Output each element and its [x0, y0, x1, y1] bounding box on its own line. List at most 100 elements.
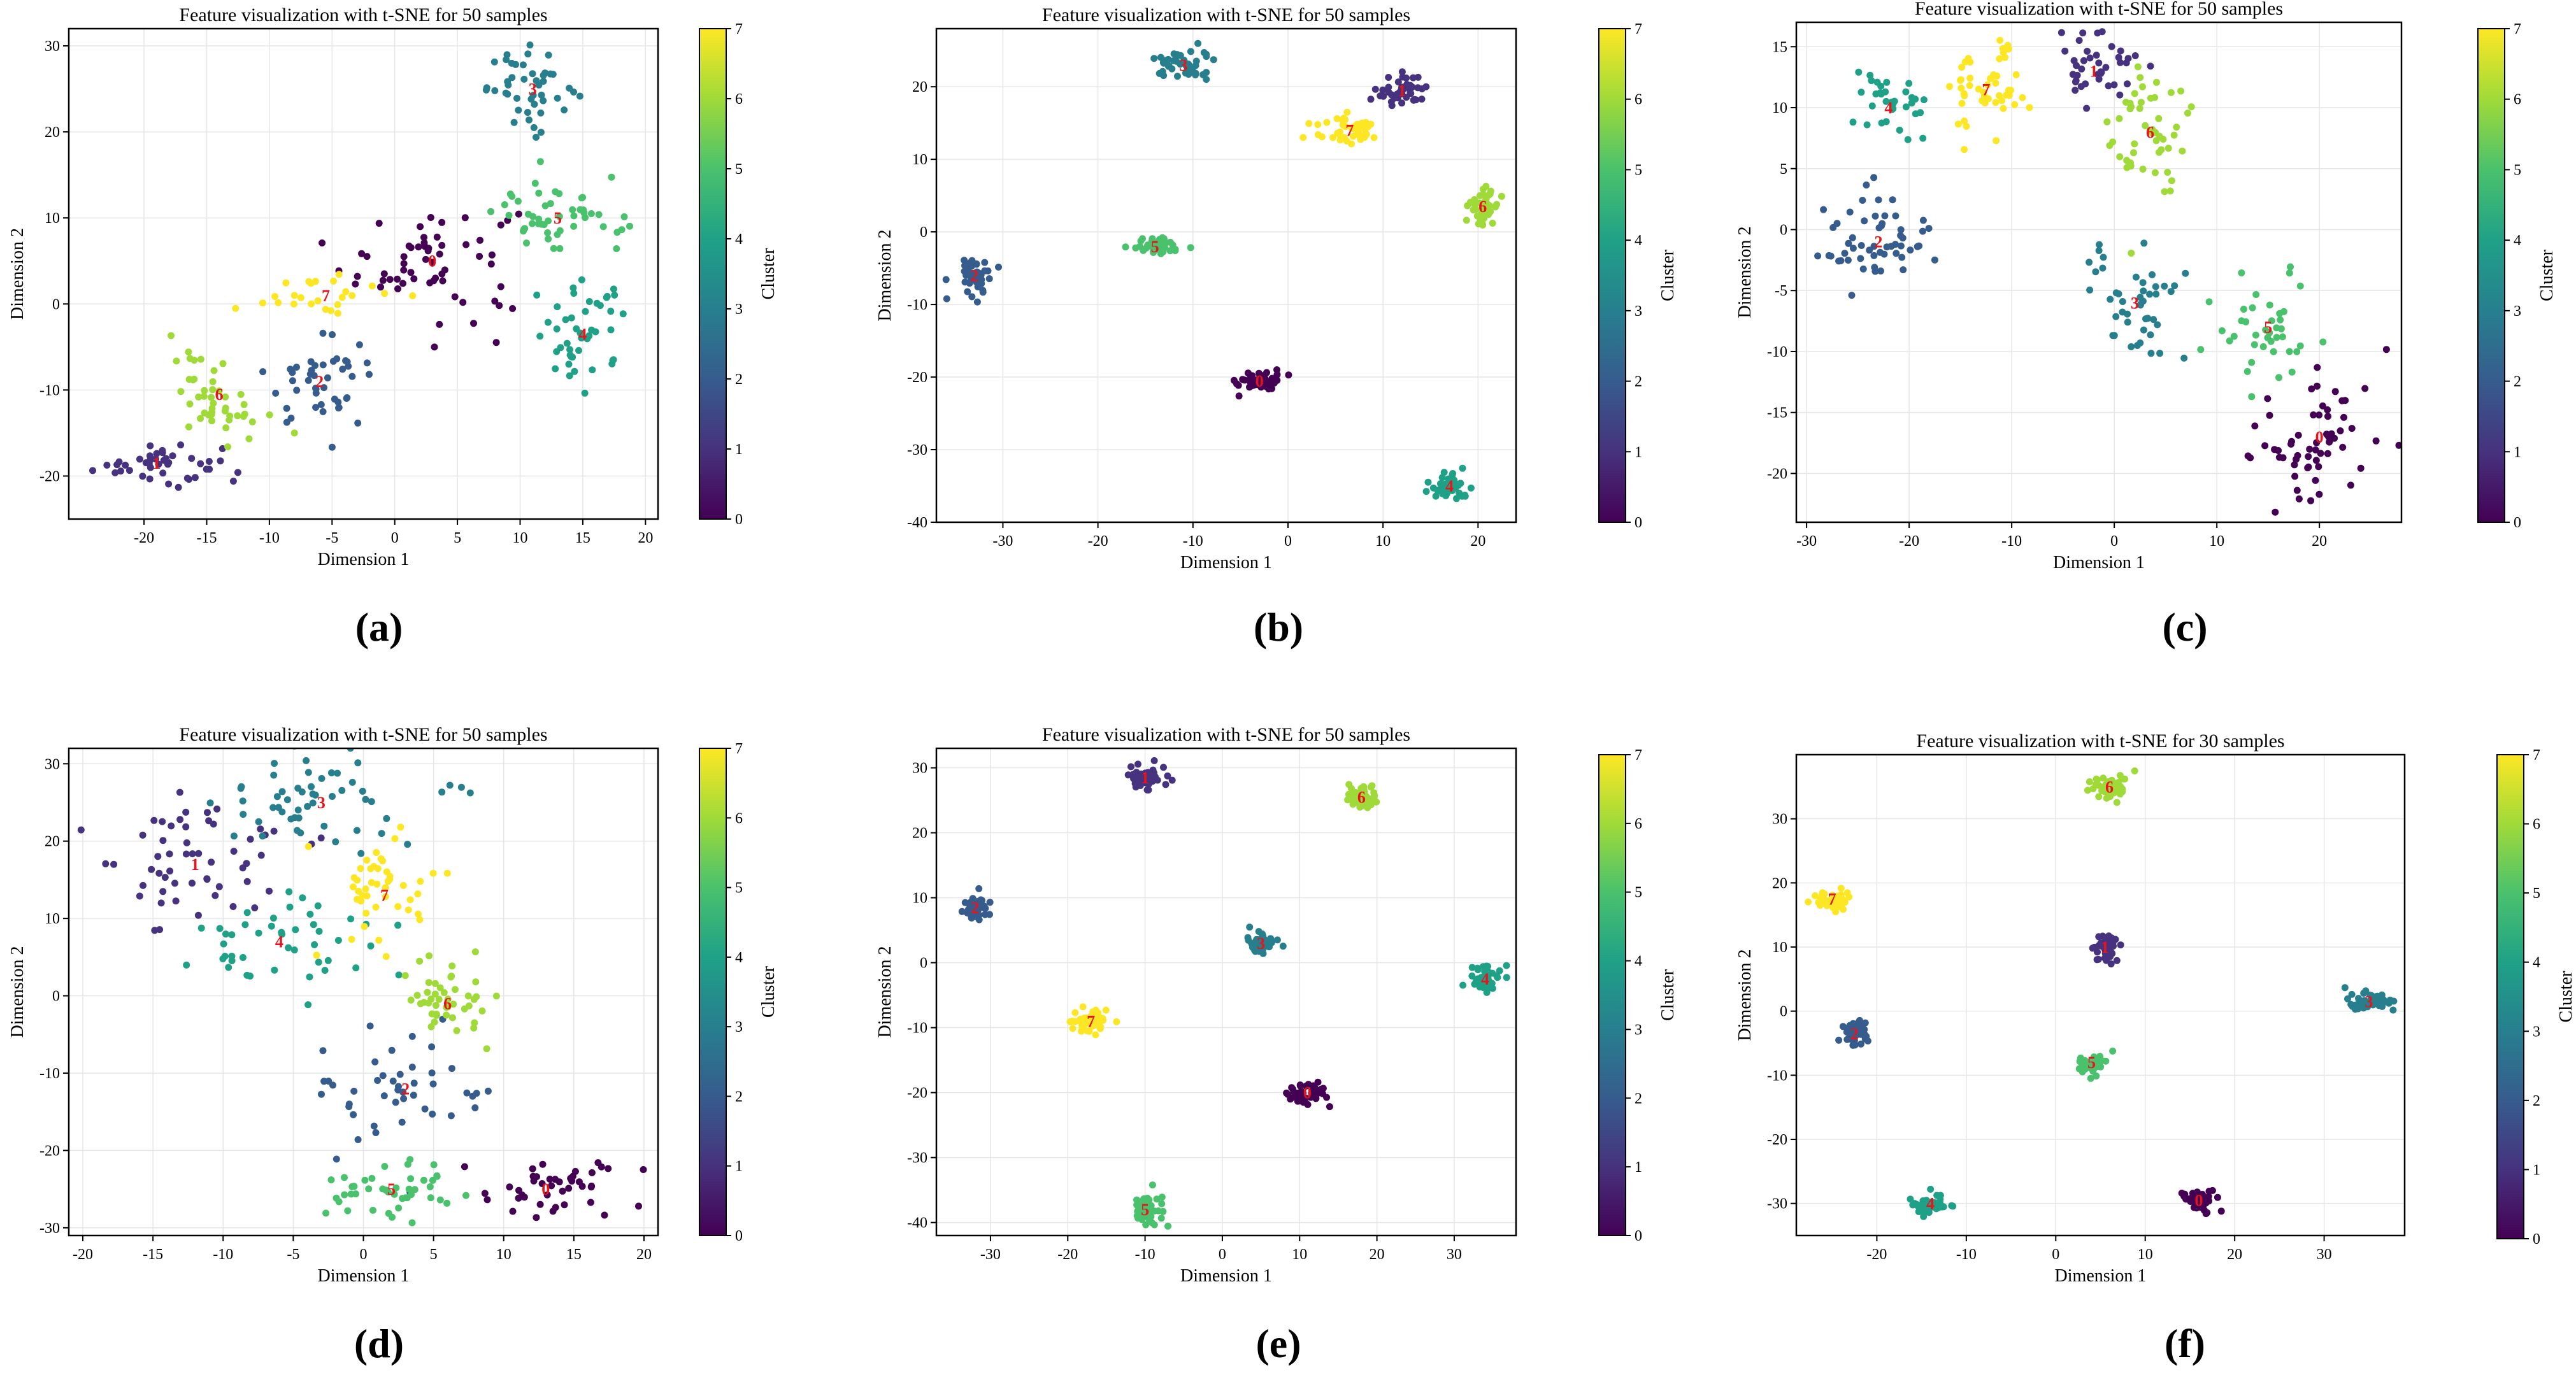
scatter-point-cluster-2	[981, 911, 989, 918]
scatter-point-cluster-2	[1892, 241, 1899, 248]
scatter-point-cluster-0	[1273, 371, 1281, 378]
scatter-point-cluster-0	[555, 1178, 563, 1186]
scatter-point-cluster-0	[2305, 463, 2312, 471]
x-tick-label: -30	[1796, 533, 1817, 550]
cluster-label-1: 1	[152, 454, 161, 473]
scatter-point-cluster-5	[608, 173, 615, 181]
scatter-point-cluster-3	[2149, 271, 2156, 278]
scatter-point-cluster-0	[2312, 446, 2319, 453]
scatter-point-cluster-6	[2142, 122, 2149, 129]
scatter-point-cluster-0	[386, 276, 394, 283]
scatter-point-cluster-7	[2003, 91, 2010, 99]
scatter-point-cluster-3	[503, 51, 511, 59]
scatter-point-cluster-1	[156, 926, 164, 934]
x-tick-label: -20	[1057, 1246, 1078, 1263]
scatter-point-cluster-2	[1870, 174, 1878, 182]
scatter-point-cluster-4	[1883, 78, 1891, 86]
scatter-point-cluster-3	[524, 50, 532, 58]
y-tick-label: -30	[907, 442, 927, 459]
panel-caption: (b)	[1253, 604, 1304, 650]
scatter-point-cluster-3	[2092, 268, 2100, 276]
scatter-point-cluster-7	[1096, 1024, 1104, 1032]
scatter-point-cluster-4	[566, 372, 573, 380]
scatter-point-cluster-5	[2242, 318, 2250, 325]
scatter-point-cluster-3	[368, 798, 375, 806]
x-tick-label: -5	[326, 530, 338, 546]
grid-lines	[936, 748, 1516, 1236]
scatter-point-cluster-4	[569, 284, 577, 292]
scatter-point-cluster-3	[283, 796, 291, 804]
scatter-point-cluster-3	[357, 850, 365, 857]
scatter-point-cluster-6	[432, 1002, 440, 1009]
scatter-point-cluster-2	[1893, 250, 1900, 257]
scatter-point-cluster-0	[2275, 453, 2283, 461]
scatter-point-cluster-5	[1169, 241, 1177, 249]
scatter-point-cluster-5	[578, 194, 585, 202]
scatter-point-cluster-2	[339, 366, 347, 373]
scatter-point-cluster-3	[238, 783, 245, 790]
scatter-point-cluster-6	[2131, 767, 2138, 774]
scatter-point-cluster-7	[304, 843, 312, 850]
scatter-point-cluster-0	[2312, 476, 2319, 484]
y-tick-label: -20	[1767, 466, 1787, 482]
scatter-point-cluster-1	[155, 460, 162, 468]
scatter-point-cluster-7	[1343, 108, 1351, 116]
scatter-point-cluster-6	[2170, 131, 2178, 139]
scatter-point-cluster-2	[473, 1090, 480, 1097]
colorbar-tick-label: 1	[1635, 1159, 1642, 1176]
scatter-point-cluster-2	[333, 355, 341, 362]
scatter-point-cluster-0	[476, 253, 483, 260]
scatter-point-cluster-0	[1259, 372, 1266, 380]
scatter-point-cluster-6	[440, 989, 448, 997]
scatter-point-cluster-4	[1891, 97, 1898, 105]
scatter-point-cluster-0	[462, 241, 470, 248]
x-tick-label: -20	[73, 1246, 93, 1263]
scatter-point-cluster-1	[188, 455, 196, 462]
scatter-point-cluster-3	[2119, 298, 2126, 305]
scatter-point-cluster-6	[2086, 778, 2093, 785]
scatter-point-cluster-1	[103, 461, 111, 469]
scatter-point-cluster-2	[942, 276, 950, 283]
scatter-point-cluster-4	[1905, 80, 1913, 87]
x-tick-label: 20	[2312, 533, 2327, 550]
scatter-point-cluster-4	[585, 332, 593, 339]
scatter-point-cluster-0	[2287, 440, 2295, 448]
scatter-point-cluster-6	[2134, 63, 2142, 71]
scatter-point-cluster-7	[391, 835, 399, 843]
scatter-point-cluster-4	[1920, 96, 1928, 104]
scatter-point-cluster-7	[1361, 134, 1368, 141]
scatter-point-cluster-0	[1314, 1078, 1322, 1086]
scatter-point-cluster-4	[565, 360, 573, 368]
cluster-label-2: 2	[971, 899, 979, 917]
colorbar-tick-label: 1	[2514, 444, 2521, 460]
scatter-point-cluster-0	[2291, 473, 2299, 480]
scatter-point-cluster-6	[2126, 105, 2134, 113]
scatter-point-cluster-5	[365, 1185, 373, 1193]
colorbar-tick-label: 7	[735, 741, 743, 757]
scatter-point-cluster-3	[2171, 282, 2179, 290]
scatter-point-cluster-7	[1092, 1006, 1099, 1014]
x-tick-label: -15	[143, 1246, 163, 1263]
scatter-point-cluster-3	[2144, 315, 2152, 322]
scatter-point-cluster-0	[2395, 441, 2401, 449]
scatter-point-cluster-2	[995, 263, 1002, 271]
scatter-point-cluster-4	[278, 929, 285, 936]
scatter-point-cluster-5	[384, 1188, 392, 1196]
scatter-point-cluster-3	[502, 89, 510, 97]
scatter-point-cluster-6	[1348, 794, 1356, 802]
scatter-point-cluster-2	[1863, 182, 1870, 189]
cluster-label-1: 1	[1141, 769, 1149, 787]
scatter-point-cluster-7	[409, 292, 417, 299]
scatter-point-cluster-6	[200, 392, 208, 400]
colorbar-tick-label: 5	[1635, 885, 1642, 901]
y-axis-label: Dimension 2	[875, 946, 895, 1038]
scatter-point-cluster-2	[1854, 1024, 1861, 1032]
x-tick-label: -5	[287, 1246, 299, 1263]
scatter-point-cluster-6	[222, 404, 229, 412]
scatter-point-cluster-0	[394, 285, 401, 292]
scatter-point-cluster-7	[1099, 1016, 1106, 1024]
scatter-point-cluster-1	[1164, 772, 1171, 780]
scatter-point-cluster-6	[433, 1011, 440, 1019]
scatter-point-cluster-0	[1310, 1091, 1317, 1099]
scatter-point-cluster-7	[363, 857, 371, 864]
